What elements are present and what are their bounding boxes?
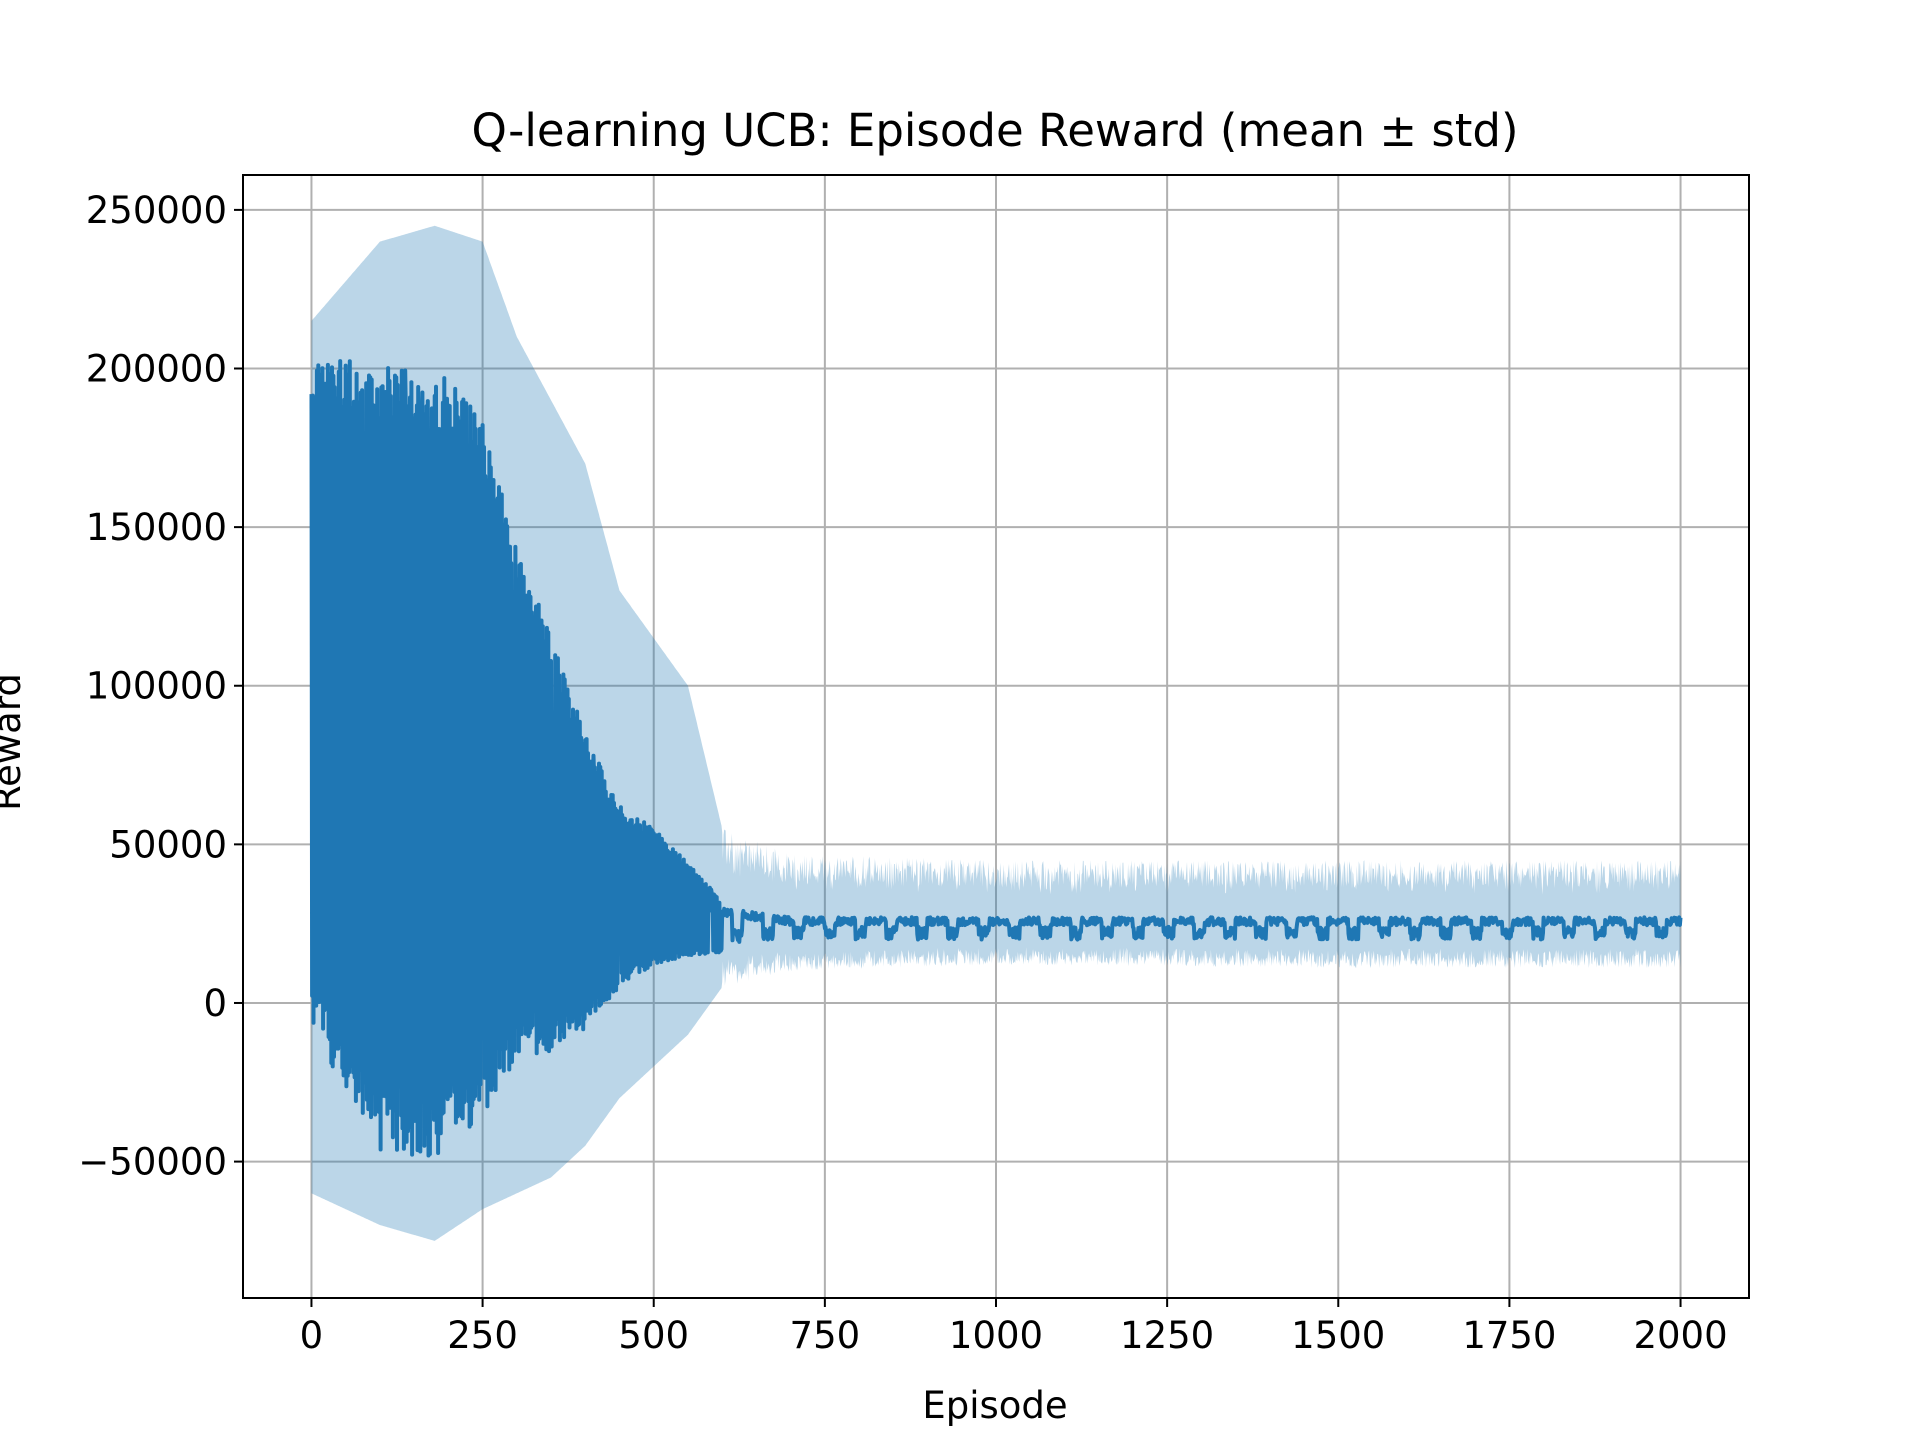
y-axis-label: Reward [0, 673, 29, 811]
y-tick-label: 0 [203, 982, 227, 1025]
std-band-area [311, 225, 1681, 1241]
y-tick-label: 50000 [109, 823, 227, 866]
mean-reward-line [309, 359, 1683, 1158]
x-tick-label: 250 [447, 1314, 518, 1357]
y-tick-label: 150000 [86, 506, 227, 549]
y-tick-label: −50000 [78, 1141, 227, 1184]
x-tick-label: 750 [790, 1314, 861, 1357]
y-axis-ticks: −50000 0 50000 100000 150000 200000 250000 [78, 189, 243, 1184]
x-tick-label: 500 [618, 1314, 689, 1357]
x-tick-label: 1250 [1120, 1314, 1214, 1357]
x-axis-ticks: 0 250 500 750 1000 1250 1500 1750 2000 [300, 1298, 1728, 1357]
x-tick-label: 1500 [1291, 1314, 1385, 1357]
x-tick-label: 1750 [1462, 1314, 1556, 1357]
x-axis-label: Episode [922, 1384, 1067, 1427]
y-tick-label: 200000 [86, 348, 227, 391]
x-tick-label: 1000 [949, 1314, 1043, 1357]
mean-line [309, 359, 1683, 1158]
x-tick-label: 0 [300, 1314, 324, 1357]
y-tick-label: 100000 [86, 665, 227, 708]
chart-title: Q-learning UCB: Episode Reward (mean ± s… [471, 104, 1518, 157]
y-tick-label: 250000 [86, 189, 227, 232]
std-band [311, 225, 1681, 1241]
x-tick-label: 2000 [1633, 1314, 1727, 1357]
